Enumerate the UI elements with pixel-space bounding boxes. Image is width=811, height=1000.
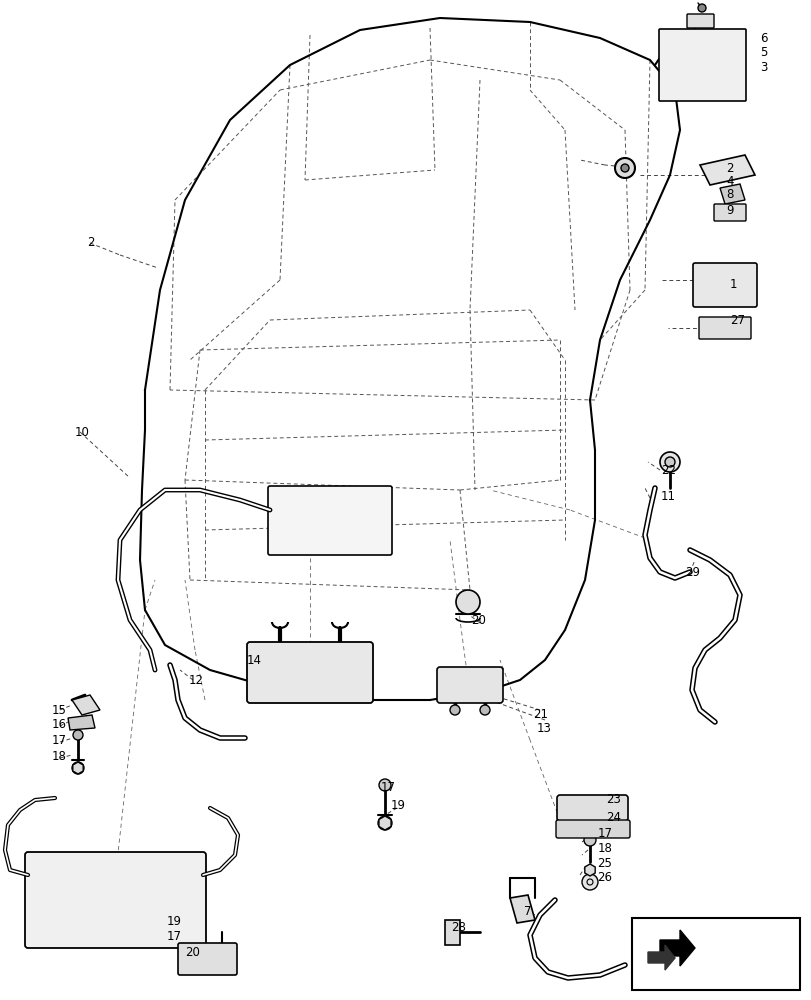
Text: 17: 17 <box>52 734 67 746</box>
Text: 11: 11 <box>660 490 676 504</box>
Text: 4: 4 <box>725 175 732 188</box>
FancyBboxPatch shape <box>659 29 745 101</box>
Polygon shape <box>509 895 534 923</box>
FancyBboxPatch shape <box>25 852 206 948</box>
Circle shape <box>446 677 462 693</box>
Circle shape <box>73 730 83 740</box>
Circle shape <box>659 452 679 472</box>
Circle shape <box>378 816 392 830</box>
Polygon shape <box>699 155 754 185</box>
Text: 13: 13 <box>536 722 551 734</box>
Circle shape <box>283 503 307 527</box>
Text: 2: 2 <box>725 162 732 175</box>
Polygon shape <box>444 920 460 945</box>
Text: 20: 20 <box>470 613 485 626</box>
Text: 24: 24 <box>605 811 620 824</box>
Circle shape <box>476 677 492 693</box>
Circle shape <box>583 834 595 846</box>
Text: 18: 18 <box>597 842 612 855</box>
Circle shape <box>296 686 303 694</box>
Bar <box>631 918 799 990</box>
Circle shape <box>614 158 634 178</box>
Text: 10: 10 <box>75 426 90 438</box>
Circle shape <box>664 457 674 467</box>
Circle shape <box>290 681 309 699</box>
Circle shape <box>449 705 460 715</box>
Text: 2: 2 <box>87 236 94 249</box>
Text: 29: 29 <box>684 566 699 578</box>
Text: 14: 14 <box>247 654 262 666</box>
Circle shape <box>349 681 367 699</box>
Circle shape <box>620 164 629 172</box>
FancyBboxPatch shape <box>556 795 627 821</box>
Text: 22: 22 <box>660 464 676 477</box>
Text: 17: 17 <box>167 930 182 943</box>
Text: 15: 15 <box>52 704 67 716</box>
Text: 19: 19 <box>391 799 406 812</box>
FancyBboxPatch shape <box>436 667 502 703</box>
FancyBboxPatch shape <box>686 14 713 28</box>
Text: 18: 18 <box>52 750 67 762</box>
Text: 25: 25 <box>596 857 611 870</box>
Text: 8: 8 <box>725 188 732 202</box>
Text: 16: 16 <box>52 718 67 732</box>
Circle shape <box>259 681 277 699</box>
FancyBboxPatch shape <box>556 820 629 838</box>
Text: 9: 9 <box>725 204 732 217</box>
Circle shape <box>264 686 272 694</box>
Text: 23: 23 <box>605 793 620 806</box>
FancyBboxPatch shape <box>698 317 750 339</box>
Text: 26: 26 <box>596 871 611 884</box>
Circle shape <box>328 686 336 694</box>
Text: 17: 17 <box>380 781 396 794</box>
Circle shape <box>354 686 362 694</box>
Text: 3: 3 <box>759 61 766 74</box>
Polygon shape <box>647 945 674 970</box>
Circle shape <box>456 590 479 614</box>
Text: 17: 17 <box>597 827 612 840</box>
Polygon shape <box>72 695 100 715</box>
Text: 27: 27 <box>729 314 744 326</box>
Circle shape <box>581 874 597 890</box>
Circle shape <box>479 705 489 715</box>
FancyBboxPatch shape <box>713 204 745 221</box>
Text: 6: 6 <box>759 32 766 45</box>
Polygon shape <box>719 184 744 204</box>
FancyBboxPatch shape <box>692 263 756 307</box>
Circle shape <box>379 779 391 791</box>
Polygon shape <box>68 715 95 730</box>
Circle shape <box>329 510 350 530</box>
Text: 21: 21 <box>532 708 547 720</box>
FancyBboxPatch shape <box>268 486 392 555</box>
FancyBboxPatch shape <box>247 642 372 703</box>
Text: 28: 28 <box>450 921 466 934</box>
Text: 7: 7 <box>523 905 531 918</box>
Circle shape <box>697 4 705 12</box>
Polygon shape <box>659 930 694 966</box>
Circle shape <box>72 762 84 774</box>
FancyBboxPatch shape <box>178 943 237 975</box>
Circle shape <box>367 507 383 523</box>
Text: 12: 12 <box>189 674 204 686</box>
Circle shape <box>323 681 341 699</box>
Text: 19: 19 <box>167 915 182 928</box>
Circle shape <box>336 516 344 524</box>
Circle shape <box>290 510 299 520</box>
Text: 5: 5 <box>759 46 766 59</box>
Text: 20: 20 <box>185 946 200 959</box>
Text: 1: 1 <box>729 278 736 292</box>
